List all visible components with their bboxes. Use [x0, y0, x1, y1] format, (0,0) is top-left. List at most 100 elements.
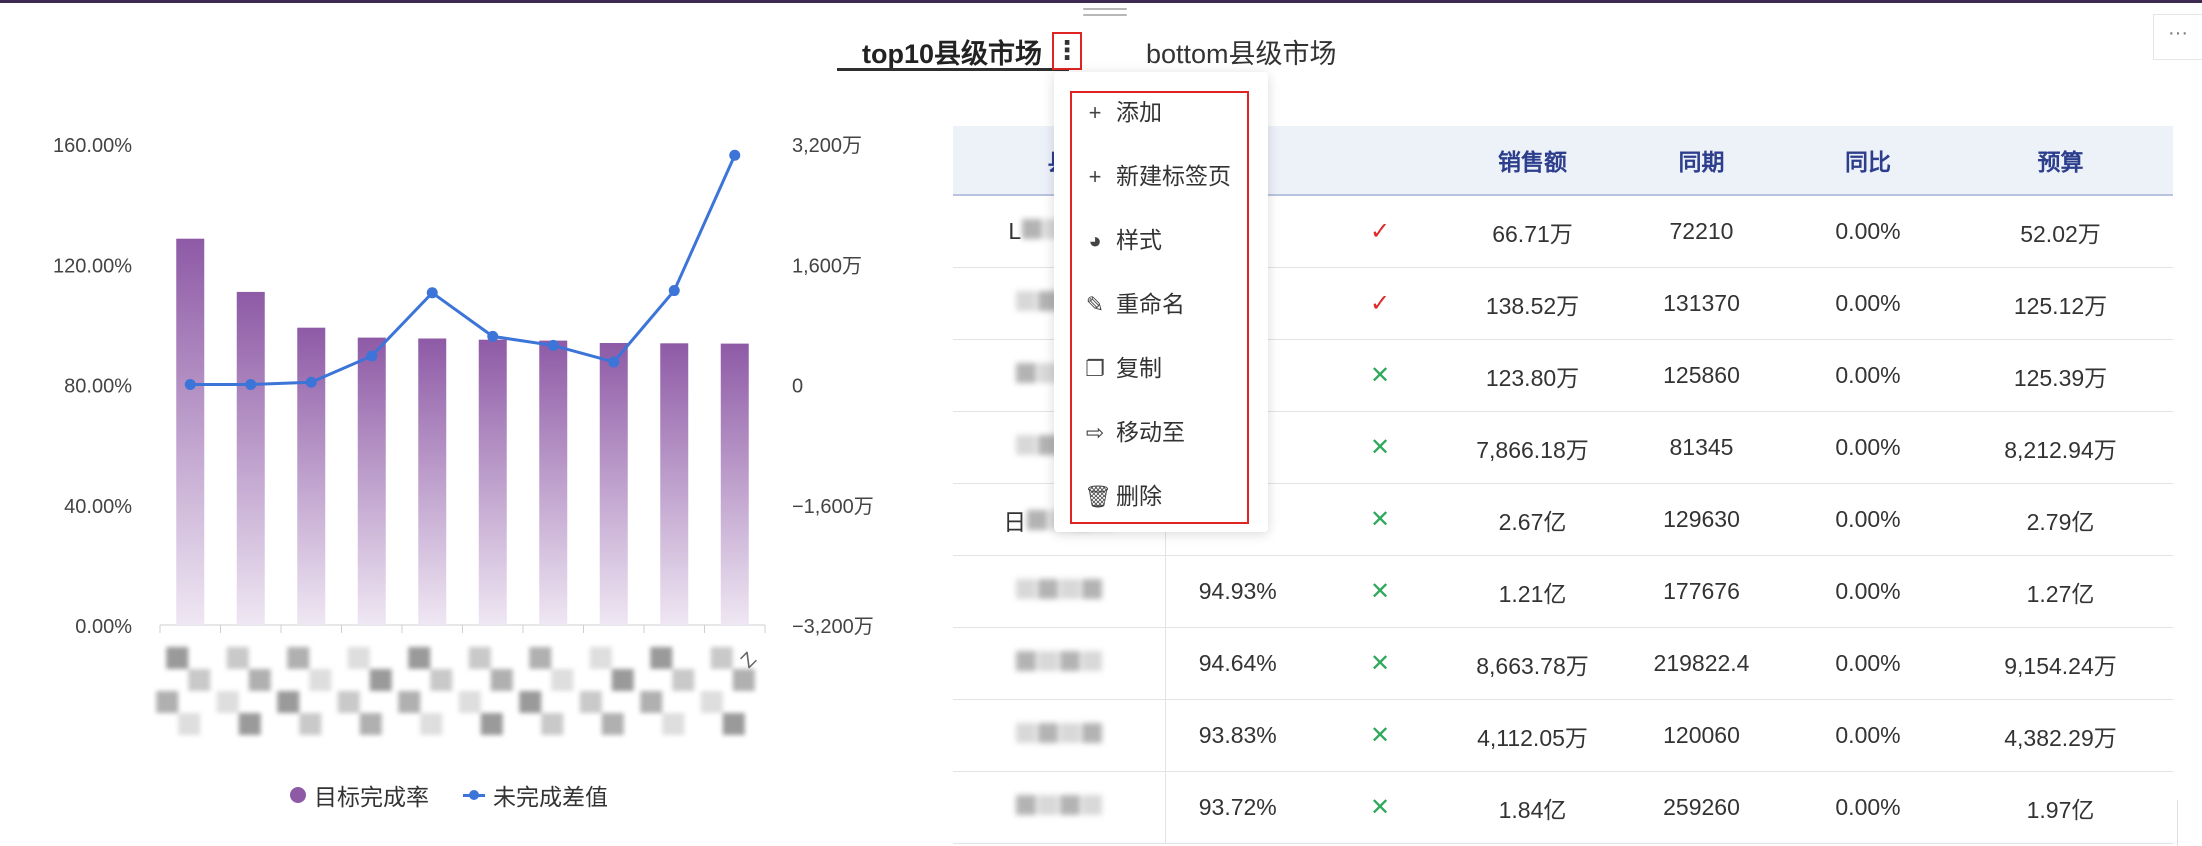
cell-yoy: 0.00% — [1788, 483, 1948, 556]
cell-rate: 93.72% — [1165, 771, 1310, 844]
cell-status: ✕ — [1310, 771, 1450, 844]
category-label — [672, 669, 695, 691]
category-label — [468, 647, 491, 669]
category-label — [238, 713, 261, 735]
cell-prior: 259260 — [1615, 771, 1788, 844]
cell-yoy: 0.00% — [1788, 339, 1948, 412]
chart-legend: 目标完成率 未完成差值 — [290, 778, 608, 812]
cell-budget: 1.97亿 — [1948, 771, 2173, 844]
category-label — [178, 713, 201, 735]
category-label-partial: Z — [737, 648, 761, 672]
table-row[interactable]: 94.93% ✕ 1.21亿 177676 0.00% 1.27亿 — [953, 555, 2173, 628]
bar — [599, 343, 628, 625]
menu-item-label: 复制 — [1116, 355, 1162, 381]
category-label — [420, 713, 443, 735]
cell-sales: 1.84亿 — [1450, 771, 1615, 844]
tab-kebab-menu-icon[interactable]: ⋮ — [1052, 32, 1082, 70]
menu-item[interactable]: + 添加 — [1084, 92, 1162, 132]
menu-item-label: 重命名 — [1116, 291, 1185, 317]
county-prefix: 日 — [1003, 508, 1027, 535]
cell-sales: 2.67亿 — [1450, 483, 1615, 556]
cell-county[interactable] — [953, 555, 1166, 628]
left-axis-tick-label: 120.00% — [53, 255, 132, 277]
bar — [720, 343, 749, 625]
category-label — [430, 669, 453, 691]
blurred-county-name — [1015, 794, 1103, 821]
table-row[interactable]: 93.83% ✕ 4,112.05万 120060 0.00% 4,382.29万 — [953, 699, 2173, 772]
cell-yoy: 0.00% — [1788, 555, 1948, 628]
cell-county[interactable] — [953, 699, 1166, 772]
header-sales[interactable]: 销售额 — [1450, 126, 1615, 196]
cell-yoy: 0.00% — [1788, 771, 1948, 844]
header-yoy[interactable]: 同比 — [1788, 126, 1948, 196]
header-budget[interactable]: 预算 — [1948, 126, 2173, 196]
blurred-category-labels — [156, 647, 755, 735]
cell-prior: 72210 — [1615, 195, 1788, 268]
bar — [176, 238, 205, 625]
cell-county[interactable] — [953, 627, 1166, 700]
drag-handle-icon[interactable] — [1083, 4, 1127, 18]
cell-yoy: 0.00% — [1788, 411, 1948, 484]
category-label — [359, 713, 382, 735]
menu-item-label: 添加 — [1116, 99, 1162, 125]
cross-icon: ✕ — [1369, 578, 1391, 605]
menu-item[interactable]: + 新建标签页 — [1084, 156, 1231, 196]
menu-item[interactable]: 🗑 删除 — [1084, 476, 1162, 516]
cell-prior: 81345 — [1615, 411, 1788, 484]
category-label — [529, 647, 552, 669]
menu-item-label: 移动至 — [1116, 419, 1185, 445]
line-point — [184, 379, 196, 390]
category-label — [551, 669, 574, 691]
folder-move-icon: ⇨ — [1085, 420, 1105, 445]
menu-item[interactable]: ⇨ 移动至 — [1084, 412, 1185, 452]
table-row[interactable]: 94.64% ✕ 8,663.78万 219822.4 0.00% 9,154.24万 — [953, 627, 2173, 700]
menu-item[interactable]: ◕ 样式 — [1084, 220, 1162, 260]
cell-budget: 52.02万 — [1948, 195, 2173, 268]
header-prior[interactable]: 同期 — [1615, 126, 1788, 196]
check-icon: ✓ — [1369, 218, 1391, 245]
palette-icon: ◕ — [1088, 228, 1102, 253]
more-options-button[interactable]: ··· — [2153, 14, 2202, 60]
header-status — [1310, 126, 1450, 196]
blurred-county-name — [1015, 722, 1103, 749]
category-label — [579, 691, 602, 713]
category-label — [166, 647, 189, 669]
category-label — [589, 647, 612, 669]
cell-budget: 2.79亿 — [1948, 483, 2173, 556]
tab-top10[interactable]: top10县级市场 — [862, 39, 1043, 69]
right-axis-tick-label: 1,600万 — [792, 255, 862, 277]
cell-prior: 219822.4 — [1615, 627, 1788, 700]
table-row[interactable]: 93.72% ✕ 1.84亿 259260 0.00% 1.97亿 — [953, 771, 2173, 844]
trash-icon: 🗑 — [1084, 484, 1112, 509]
legend-line-label[interactable]: 未完成差值 — [493, 784, 608, 810]
cell-status: ✕ — [1310, 411, 1450, 484]
line-point — [305, 376, 317, 388]
cell-status: ✓ — [1310, 267, 1450, 340]
category-label — [650, 647, 673, 669]
tab-bottom[interactable]: bottom县级市场 — [1146, 39, 1337, 69]
menu-item[interactable]: ✎ 重命名 — [1084, 284, 1185, 324]
cell-budget: 125.39万 — [1948, 339, 2173, 412]
blurred-county-name — [1015, 578, 1103, 605]
line-point — [366, 350, 378, 362]
county-prefix: L — [1008, 218, 1022, 244]
plus-icon: + — [1088, 164, 1102, 189]
left-axis-tick-label: 40.00% — [64, 496, 132, 518]
cell-county[interactable] — [953, 771, 1166, 844]
legend-bar-marker-icon — [290, 787, 306, 803]
category-label — [480, 713, 503, 735]
cross-icon: ✕ — [1369, 650, 1391, 677]
category-label — [248, 669, 271, 691]
blurred-county-name — [1015, 650, 1103, 677]
right-axis-tick-label: −3,200万 — [792, 616, 874, 638]
cross-icon: ✕ — [1369, 506, 1391, 533]
corner-scroll-handle[interactable] — [2177, 800, 2202, 846]
menu-item[interactable]: ❐ 复制 — [1084, 348, 1162, 388]
cell-budget: 1.27亿 — [1948, 555, 2173, 628]
legend-bar-label[interactable]: 目标完成率 — [314, 784, 429, 810]
category-label — [216, 691, 239, 713]
cell-sales: 7,866.18万 — [1450, 411, 1615, 484]
category-label — [611, 669, 634, 691]
cell-sales: 8,663.78万 — [1450, 627, 1615, 700]
menu-item-label: 样式 — [1116, 227, 1162, 253]
